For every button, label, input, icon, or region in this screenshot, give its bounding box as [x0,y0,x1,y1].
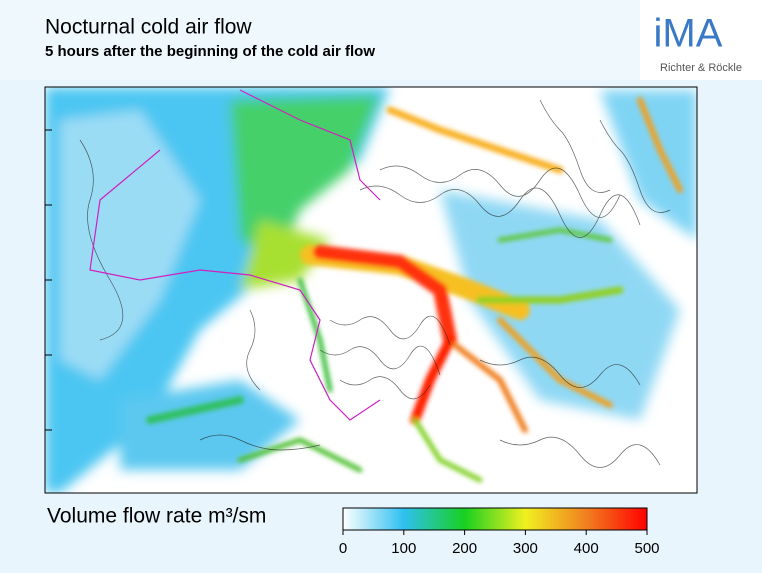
colorbar-tick-label: 0 [339,540,347,557]
logo-company: Richter & Röckle [660,62,742,74]
subtitle: 5 hours after the beginning of the cold … [45,43,375,60]
map [45,87,697,493]
colorbar-tick-label: 400 [574,540,599,557]
flow-channels [146,97,683,483]
logo-box [640,0,762,80]
borders [89,89,381,421]
colorbar-label: Volume flow rate m³/sm [47,505,266,528]
logo-name: iMA [654,12,723,56]
contour-lines [79,99,671,468]
colorbar [342,507,648,531]
map-ticks [45,129,52,431]
header-band [0,0,762,80]
colorbar-tick-label: 100 [391,540,416,557]
colorbar-ticks: 0 100 200 300 400 500 [339,530,660,557]
colorbar-tick-label: 500 [634,540,659,557]
colorbar-tick-label: 200 [452,540,477,557]
map-frame [44,86,698,494]
title: Nocturnal cold air flow [45,16,252,39]
flow-field [45,87,697,493]
colorbar-tick-label: 300 [513,540,538,557]
